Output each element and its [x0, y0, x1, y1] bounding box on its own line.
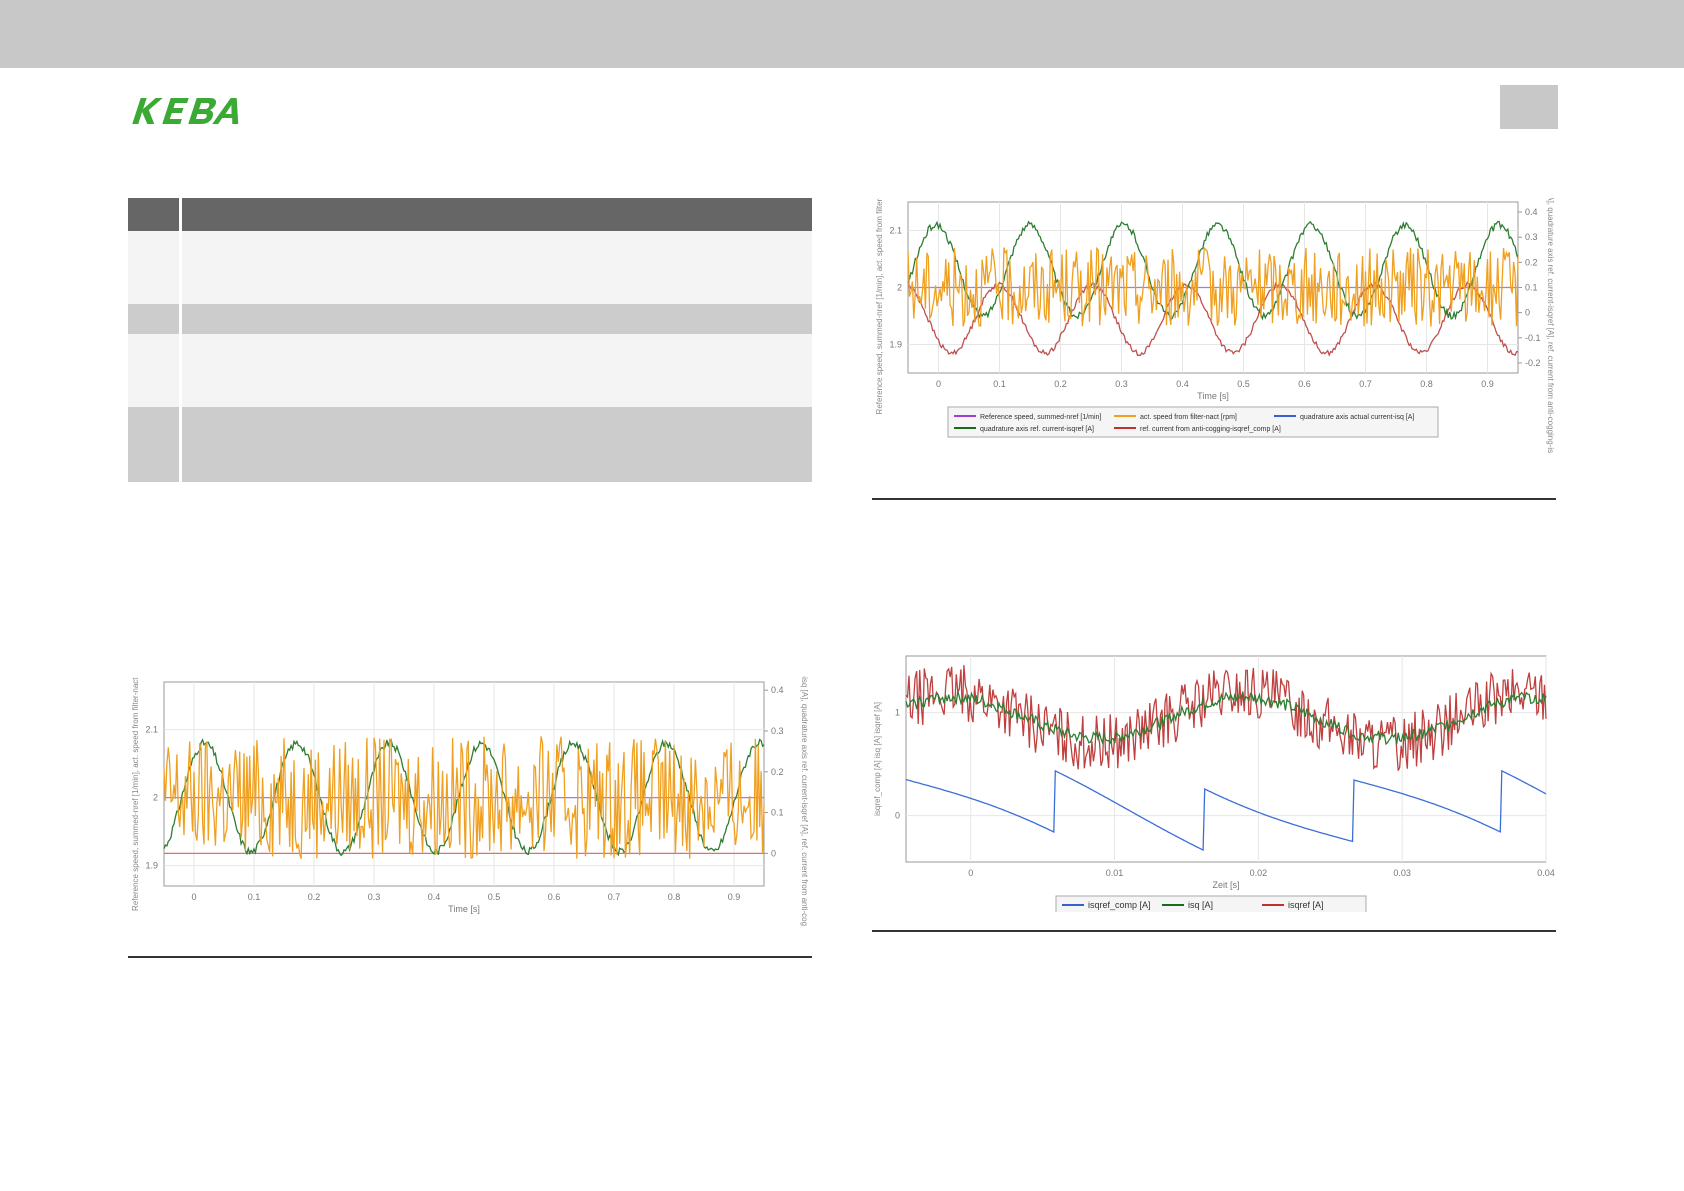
top-header-bar	[0, 0, 1684, 68]
table-cell	[128, 334, 179, 407]
y-right-tick-label: -0.1	[1525, 333, 1541, 343]
legend-label: act. speed from filter-nact [rpm]	[1140, 414, 1237, 421]
series-line	[907, 246, 1519, 327]
x-tick-label: 0.2	[308, 892, 321, 902]
y-right-tick-label: 0.2	[1525, 257, 1538, 267]
info-table	[128, 198, 812, 482]
x-tick-label: 0.9	[728, 892, 741, 902]
x-tick-label: 0.01	[1106, 868, 1124, 878]
plot-area	[905, 655, 1547, 863]
x-axis-label: Zeit [s]	[1212, 880, 1239, 890]
y-right-tick-label: 0.1	[1525, 283, 1538, 293]
table-cell	[128, 304, 179, 334]
x-tick-label: 0.3	[1115, 379, 1128, 389]
x-tick-label: 0.1	[993, 379, 1006, 389]
x-tick-label: 0.8	[1420, 379, 1433, 389]
y-axis-label: Reference speed, summed-nref [1/min], ac…	[131, 676, 140, 911]
table-row	[128, 304, 812, 334]
series-line	[163, 736, 765, 859]
table-cell	[128, 407, 179, 482]
y-right-axis-label: quadrature axis actual current-isq [A], …	[800, 676, 809, 926]
figure-rule	[872, 498, 1556, 500]
x-tick-label: 0.5	[488, 892, 501, 902]
x-tick-label: 0.2	[1054, 379, 1067, 389]
x-axis-label: Time [s]	[1197, 391, 1229, 401]
current-compensation-chart: 0 0.01 0.02 0.03 0.04 0 1 Zeit [s] isqref_comp […	[868, 650, 1558, 912]
series-line	[163, 738, 765, 857]
y-tick-label: 2.1	[145, 725, 158, 735]
x-tick-label: 0.4	[428, 892, 441, 902]
table-cell	[128, 198, 179, 231]
y-tick-label: 2	[897, 283, 902, 293]
chart-svg: 0 0.1 0.2 0.3 0.4 0.5 0.6 0.7 0.8 0.9 1.9 2 2.1 -0.2 -…	[875, 198, 1555, 453]
x-tick-label: 0.7	[608, 892, 621, 902]
legend-box	[1055, 895, 1367, 912]
x-axis-label: Time [s]	[448, 904, 480, 914]
y-right-axis-label: quadrature axis actual current-isq [A], …	[1546, 198, 1555, 453]
figure-rule	[128, 956, 812, 958]
y-right-tick-label: 0	[771, 848, 776, 858]
y-right-tick-label: 0	[1525, 308, 1530, 318]
y-right-tick-label: 0.2	[771, 767, 784, 777]
x-tick-label: 0.4	[1176, 379, 1189, 389]
table-cell	[182, 407, 812, 482]
chart-svg: 0 0.1 0.2 0.3 0.4 0.5 0.6 0.7 0.8 0.9 1.9 2 2.1 0 0.1 0…	[131, 676, 809, 926]
y-right-tick-label: -0.2	[1525, 358, 1541, 368]
y-right-tick-label: 0.1	[771, 808, 784, 818]
y-right-tick-label: 0.4	[771, 685, 784, 695]
figure-rule	[872, 930, 1556, 932]
x-tick-label: 0.5	[1237, 379, 1250, 389]
y-tick-label: 1.9	[145, 861, 158, 871]
y-tick-label: 2	[153, 793, 158, 803]
series-line	[905, 769, 1547, 852]
x-tick-label: 0.7	[1359, 379, 1372, 389]
x-tick-label: 0	[968, 868, 973, 878]
legend-label: isqref [A]	[1288, 900, 1324, 910]
speed-current-chart-left: 0 0.1 0.2 0.3 0.4 0.5 0.6 0.7 0.8 0.9 1.9 2 2.1 0 0.1 0…	[128, 676, 812, 926]
y-axis-label: Reference speed, summed-nref [1/min], ac…	[875, 198, 884, 414]
x-tick-label: 0.3	[368, 892, 381, 902]
series-line	[907, 281, 1519, 357]
x-tick-label: 0.04	[1537, 868, 1555, 878]
x-tick-label: 0.8	[668, 892, 681, 902]
table-cell	[182, 334, 812, 407]
table-cell	[182, 198, 812, 231]
series-line	[905, 665, 1547, 771]
table-row	[128, 334, 812, 407]
x-tick-label: 0	[936, 379, 941, 389]
y-tick-label: 1	[895, 708, 900, 718]
y-right-tick-label: 0.3	[771, 726, 784, 736]
page-number-box	[1500, 85, 1558, 129]
y-tick-label: 0	[895, 811, 900, 821]
legend-label: quadrature axis ref. current-isqref [A]	[980, 426, 1094, 433]
table-cell	[128, 231, 179, 304]
legend-label: ref. current from anti-cogging-isqref_co…	[1140, 426, 1281, 433]
series-line	[905, 691, 1547, 746]
table-cell	[182, 231, 812, 304]
y-tick-label: 2.1	[889, 226, 902, 236]
x-tick-label: 0	[191, 892, 196, 902]
y-tick-label: 1.9	[889, 340, 902, 350]
speed-current-chart-right: 0 0.1 0.2 0.3 0.4 0.5 0.6 0.7 0.8 0.9 1.9 2 2.1 -0.2 -…	[868, 198, 1558, 453]
x-tick-label: 0.03	[1393, 868, 1411, 878]
chart-svg: 0 0.01 0.02 0.03 0.04 0 1 Zeit [s] isqref_comp […	[873, 655, 1555, 912]
table-row	[128, 231, 812, 304]
y-right-tick-label: 0.4	[1525, 207, 1538, 217]
table-row	[128, 407, 812, 482]
x-tick-label: 0.02	[1250, 868, 1268, 878]
table-cell	[182, 304, 812, 334]
x-tick-label: 0.6	[548, 892, 561, 902]
legend-label: quadrature axis actual current-isq [A]	[1300, 414, 1414, 421]
legend-box	[947, 406, 1439, 438]
y-right-tick-label: 0.3	[1525, 232, 1538, 242]
x-tick-label: 0.6	[1298, 379, 1311, 389]
x-tick-label: 0.9	[1481, 379, 1494, 389]
legend-label: Reference speed, summed-nref [1/min]	[980, 414, 1101, 421]
keba-logo	[132, 98, 239, 124]
y-axis-label: isqref_comp [A] isq [A] isqref [A]	[873, 702, 882, 816]
legend-label: isq [A]	[1188, 900, 1213, 910]
x-tick-label: 0.1	[248, 892, 261, 902]
legend-label: isqref_comp [A]	[1088, 900, 1151, 910]
table-header-row	[128, 198, 812, 231]
